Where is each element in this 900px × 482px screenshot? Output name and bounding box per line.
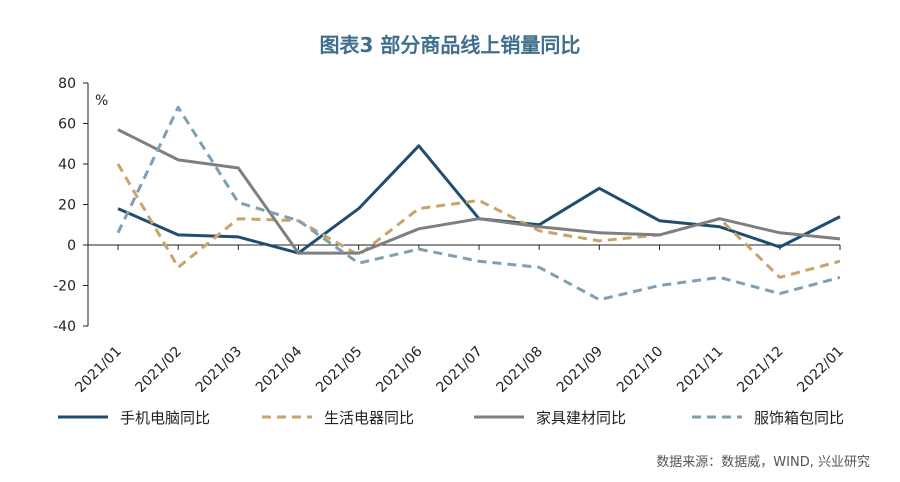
x-tick-label: 2021/01 bbox=[72, 344, 124, 396]
series-line-4 bbox=[116, 105, 841, 302]
x-tick-label: 2021/11 bbox=[674, 344, 726, 396]
y-tick-label: -20 bbox=[53, 279, 76, 295]
series-line-1 bbox=[117, 144, 841, 255]
source-note: 数据来源：数据威，WIND, 兴业研究 bbox=[656, 455, 870, 470]
y-tick-label: 40 bbox=[58, 157, 76, 173]
series-line-2 bbox=[116, 163, 841, 279]
x-tick-label: 2021/09 bbox=[554, 344, 606, 396]
legend-label-4: 服饰箱包同比 bbox=[754, 409, 844, 427]
x-tick-label: 2021/08 bbox=[494, 344, 546, 396]
y-tick-label: 0 bbox=[67, 238, 76, 254]
x-tick-label: 2022/01 bbox=[794, 344, 846, 396]
x-tick-label: 2021/04 bbox=[253, 343, 306, 396]
series-layer bbox=[116, 105, 841, 302]
legend-label-1: 手机电脑同比 bbox=[120, 409, 210, 427]
legend-label-2: 生活电器同比 bbox=[324, 409, 414, 427]
x-tick-label: 2021/07 bbox=[433, 344, 485, 396]
x-tick-label: 2021/06 bbox=[373, 343, 426, 396]
legend: 手机电脑同比 生活电器同比 家具建材同比 服饰箱包同比 bbox=[58, 409, 844, 427]
y-tick-label: 20 bbox=[58, 198, 76, 214]
x-tick-label: 2021/05 bbox=[313, 344, 365, 396]
legend-label-3: 家具建材同比 bbox=[536, 409, 626, 427]
y-tick-label: -40 bbox=[53, 319, 76, 335]
chart-title: 图表3 部分商品线上销量同比 bbox=[320, 33, 581, 57]
x-tick-label: 2021/10 bbox=[614, 344, 666, 396]
y-tick-label: 60 bbox=[58, 117, 76, 133]
x-tick-label: 2021/02 bbox=[133, 344, 185, 396]
series-line-3 bbox=[117, 128, 841, 255]
y-unit-label: % bbox=[95, 93, 108, 109]
y-tick-label: 80 bbox=[58, 76, 76, 92]
x-tick-label: 2021/12 bbox=[734, 344, 786, 396]
x-tick-label: 2021/03 bbox=[193, 344, 245, 396]
